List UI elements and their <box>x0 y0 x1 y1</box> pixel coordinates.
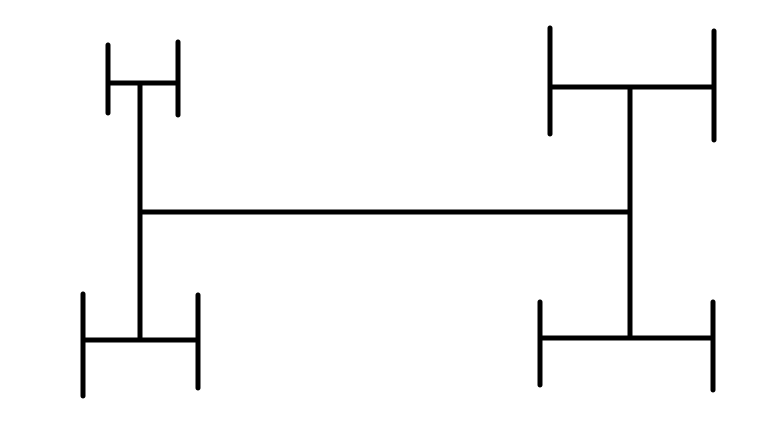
top-left-h <box>105 39 181 118</box>
bottom-right-h <box>537 299 716 393</box>
top-right-h <box>547 25 717 143</box>
bottom-left-h <box>80 291 201 399</box>
